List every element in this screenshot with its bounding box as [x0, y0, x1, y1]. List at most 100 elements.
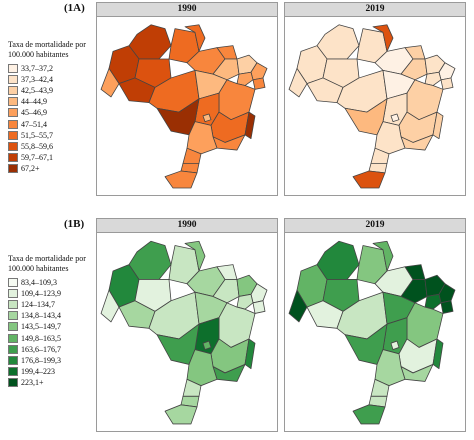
map-1a-1990: 1990 — [96, 2, 278, 196]
legend-swatch — [8, 333, 18, 343]
legend-title-1b: Taxa de mortalidade por 100.000 habitant… — [8, 254, 86, 273]
brazil-choropleth-map — [100, 24, 268, 189]
legend-swatch — [8, 278, 18, 288]
state-region — [390, 113, 400, 122]
legend-label: 59,7–67,1 — [21, 152, 53, 162]
state-region — [184, 240, 206, 272]
state-region — [306, 300, 344, 329]
legend-items-1b: 83,4–109,3 109,4–123,9 124–134,7 134,8–143,… — [8, 277, 96, 388]
map-1b-1990: 1990 — [96, 218, 278, 432]
state-region — [424, 293, 442, 310]
state-region — [432, 338, 444, 370]
states-group — [100, 24, 268, 189]
legend-item: 37,3–42,4 — [8, 74, 96, 85]
state-region — [288, 68, 308, 98]
states-group — [288, 24, 456, 189]
legend-item: 109,4–123,9 — [8, 288, 96, 299]
state-region — [352, 404, 386, 425]
state-region — [400, 58, 428, 81]
map-1b-2019: 2019 — [284, 218, 466, 432]
state-region — [306, 77, 344, 103]
state-region — [400, 279, 428, 304]
brazil-choropleth-map — [288, 24, 456, 189]
legend-item: 42,5–43,9 — [8, 85, 96, 96]
legend-swatch — [8, 130, 18, 140]
states-group — [100, 240, 268, 425]
state-region — [100, 68, 120, 98]
state-region — [372, 24, 394, 52]
legend-label: 44–44,9 — [21, 97, 47, 107]
legend-label: 124–134,7 — [21, 300, 55, 310]
state-region — [236, 71, 254, 86]
legend-label: 176,8–199,3 — [21, 355, 61, 365]
map-year-label: 2019 — [285, 3, 465, 17]
state-region — [288, 289, 308, 323]
legend-swatch — [8, 289, 18, 299]
legend-label: 47–51,4 — [21, 119, 47, 129]
legend-1b: Taxa de mortalidade por 100.000 habitant… — [8, 254, 96, 388]
state-region — [432, 111, 444, 140]
legend-label: 199,4–223 — [21, 366, 55, 376]
legend-swatch — [8, 108, 18, 118]
panel-tag-1a: (1A) — [64, 2, 85, 14]
legend-label: 143,5–149,7 — [21, 322, 61, 332]
map-year-label: 1990 — [97, 219, 277, 233]
legend-label: 37,3–42,4 — [21, 75, 53, 85]
state-region — [440, 77, 454, 90]
legend-swatch — [8, 152, 18, 162]
legend-swatch — [8, 344, 18, 354]
state-region — [352, 170, 386, 189]
legend-items-1a: 33,7–37,2 37,3–42,4 42,5–43,9 44–44,9 45–46,… — [8, 63, 96, 174]
legend-item: 176,8–199,3 — [8, 355, 96, 366]
state-region — [390, 340, 400, 350]
map-1a-2019: 2019 — [284, 2, 466, 196]
legend-item: 33,7–37,2 — [8, 63, 96, 74]
state-region — [164, 170, 198, 189]
legend-item: 199,4–223 — [8, 366, 96, 377]
legend-title-1a: Taxa de mortalidade por 100.000 habitant… — [8, 40, 86, 59]
state-region — [118, 300, 156, 329]
legend-swatch — [8, 75, 18, 85]
legend-swatch — [8, 377, 18, 387]
legend-item: 55,8–59,6 — [8, 141, 96, 152]
map-year-label: 1990 — [97, 3, 277, 17]
state-region — [118, 77, 156, 103]
state-region — [236, 293, 254, 310]
legend-item: 83,4–109,3 — [8, 277, 96, 288]
state-region — [202, 340, 212, 350]
legend-label: 149,8–163,5 — [21, 333, 61, 343]
legend-label: 45–46,9 — [21, 108, 47, 118]
legend-item: 223,1+ — [8, 377, 96, 388]
legend-item: 134,8–143,4 — [8, 310, 96, 321]
state-region — [244, 111, 256, 140]
state-region — [202, 113, 212, 122]
legend-swatch — [8, 163, 18, 173]
state-region — [212, 58, 240, 81]
state-region — [164, 404, 198, 425]
legend-item: 149,8–163,5 — [8, 332, 96, 343]
states-group — [288, 240, 456, 425]
legend-swatch — [8, 64, 18, 74]
legend-item: 124–134,7 — [8, 299, 96, 310]
legend-item: 163,6–176,7 — [8, 344, 96, 355]
map-year-label: 2019 — [285, 219, 465, 233]
legend-swatch — [8, 355, 18, 365]
legend-swatch — [8, 300, 18, 310]
panel-tag-1b: (1B) — [64, 218, 85, 230]
legend-label: 51,5–55,7 — [21, 130, 53, 140]
state-region — [212, 279, 240, 304]
legend-label: 42,5–43,9 — [21, 86, 53, 96]
state-region — [252, 77, 266, 90]
legend-label: 109,4–123,9 — [21, 289, 61, 299]
legend-item: 44–44,9 — [8, 96, 96, 107]
legend-label: 134,8–143,4 — [21, 311, 61, 321]
state-region — [424, 71, 442, 86]
brazil-choropleth-map — [100, 240, 268, 425]
legend-swatch — [8, 141, 18, 151]
legend-label: 33,7–37,2 — [21, 64, 53, 74]
legend-item: 47–51,4 — [8, 118, 96, 129]
legend-label: 223,1+ — [21, 377, 44, 387]
legend-item: 59,7–67,1 — [8, 152, 96, 163]
legend-item: 67,2+ — [8, 163, 96, 174]
legend-swatch — [8, 97, 18, 107]
